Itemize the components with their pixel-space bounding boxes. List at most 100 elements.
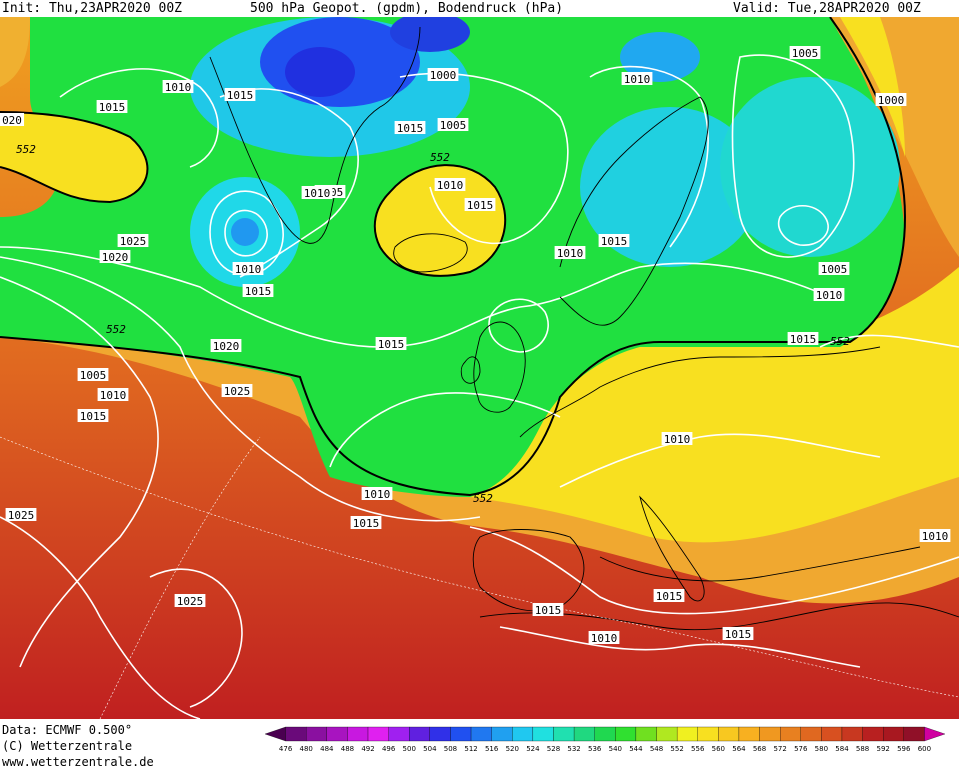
scale-swatch	[924, 726, 946, 742]
scale-tick-label: 568	[753, 745, 766, 753]
isoline-552-label: 552	[830, 335, 850, 348]
cyan-scandinavia	[580, 107, 760, 267]
isoline-552-main	[0, 17, 907, 497]
coastline-mediterranean	[599, 546, 921, 582]
pressure-label-box	[588, 631, 620, 644]
scale-tick-label: 552	[670, 745, 683, 753]
pressure-label: 1015	[535, 604, 562, 617]
isobar	[329, 392, 561, 468]
coastline-greenland	[209, 26, 421, 244]
scale-swatch	[821, 726, 843, 742]
isobar	[778, 204, 829, 246]
pressure-label: 1010	[624, 73, 651, 86]
pressure-label: 1005	[440, 119, 467, 132]
scale-tick-label: 512	[464, 745, 477, 753]
pressure-label: 1005	[821, 263, 848, 276]
init-time: Init: Thu,23APR2020 00Z	[2, 1, 183, 16]
pressure-label-box	[242, 284, 274, 297]
scale-swatch	[635, 726, 657, 742]
pressure-label: 1025	[177, 595, 204, 608]
pressure-label: 1010	[165, 81, 192, 94]
pressure-label: 1015	[656, 590, 683, 603]
isobar	[559, 433, 881, 488]
isobar	[399, 72, 569, 245]
scale-swatch	[759, 726, 781, 742]
pressure-label: 1005	[792, 47, 819, 60]
pressure-label: 1010	[922, 530, 949, 543]
isoline-552-iceland	[373, 164, 507, 277]
pressure-label: 1015	[725, 628, 752, 641]
pressure-label-box	[394, 121, 426, 134]
yellow-west-blob	[0, 112, 148, 202]
orange-ne-corner	[830, 17, 959, 257]
pressure-label-box	[96, 100, 128, 113]
pressure-label-box	[532, 603, 564, 616]
scale-swatch	[532, 726, 554, 742]
pressure-label: 1015	[99, 101, 126, 114]
scale-swatch	[718, 726, 740, 742]
scale-swatch	[800, 726, 822, 742]
pressure-label-box	[0, 113, 25, 126]
pressure-label: 1010	[364, 488, 391, 501]
coastline-scandinavia	[559, 96, 709, 326]
scale-tick-label: 496	[382, 745, 396, 753]
pressure-label: 1015	[80, 410, 107, 423]
isobars	[0, 54, 959, 719]
pressure-label: 1025	[120, 235, 147, 248]
scale-tick-label: 536	[588, 745, 602, 753]
grid-line	[99, 436, 261, 719]
pressure-label: 1010	[591, 632, 618, 645]
scale-tick-label: 576	[794, 745, 808, 753]
pressure-label-box	[818, 262, 850, 275]
scale-swatch	[553, 726, 575, 742]
pressure-label-box	[813, 288, 845, 301]
pressure-label: 1015	[245, 285, 272, 298]
pressure-label-box	[221, 384, 253, 397]
weather-map: 1010101510001005101010051000020101510151…	[0, 17, 959, 719]
valid-time: Valid: Tue,28APR2020 00Z	[733, 1, 921, 16]
website: www.wetterzentrale.de	[2, 755, 154, 769]
pressure-label: 1015	[790, 333, 817, 346]
header-bar: Init: Thu,23APR2020 00Z 500 hPa Geopot. …	[0, 0, 959, 17]
pressure-label: 1010	[664, 433, 691, 446]
pressure-label-box	[224, 88, 256, 101]
pressure-label: 1020	[102, 251, 129, 264]
pressure-label: 1025	[224, 385, 251, 398]
pressure-label: 1005	[80, 369, 107, 382]
pressure-label-box	[661, 432, 693, 445]
pressure-label-box	[301, 186, 333, 199]
isobar	[149, 568, 243, 708]
isobar	[731, 54, 855, 258]
scale-tick-label: 580	[815, 745, 828, 753]
pressure-label-box	[722, 627, 754, 640]
scale-tick-label: 516	[485, 745, 499, 753]
scale-swatch	[306, 726, 327, 742]
scale-tick-label: 596	[897, 745, 911, 753]
pressure-label: 1010	[100, 389, 127, 402]
scale-swatch	[883, 726, 904, 742]
scale-tick-label: 476	[279, 745, 293, 753]
blue-core-ne	[390, 17, 470, 52]
isoline-552-label: 552	[473, 492, 493, 505]
pressure-label-box	[875, 93, 907, 106]
isoline-552-label: 552	[430, 151, 450, 164]
scale-swatch	[470, 726, 492, 742]
coastline-italy	[639, 495, 705, 602]
pressure-label-box	[464, 198, 496, 211]
scale-swatch	[367, 726, 389, 742]
scale-tick-label: 480	[300, 745, 313, 753]
pressure-label-box	[598, 234, 630, 247]
map-title: 500 hPa Geopot. (gpdm), Bodendruck (hPa)	[250, 1, 564, 16]
cyan-nordkap	[620, 32, 700, 82]
scale-tick-label: 564	[732, 745, 746, 753]
pressure-label: 1015	[601, 235, 628, 248]
scale-swatch	[573, 726, 595, 742]
coastline-ireland	[460, 356, 481, 384]
scale-tick-label: 544	[629, 745, 643, 753]
yellow-iceland-blob	[374, 165, 506, 276]
scale-swatch	[326, 726, 348, 742]
pressure-label-box	[210, 339, 242, 352]
scale-tick-label: 532	[567, 745, 580, 753]
scale-tick-label: 504	[423, 745, 437, 753]
scale-tick-label: 556	[691, 745, 705, 753]
